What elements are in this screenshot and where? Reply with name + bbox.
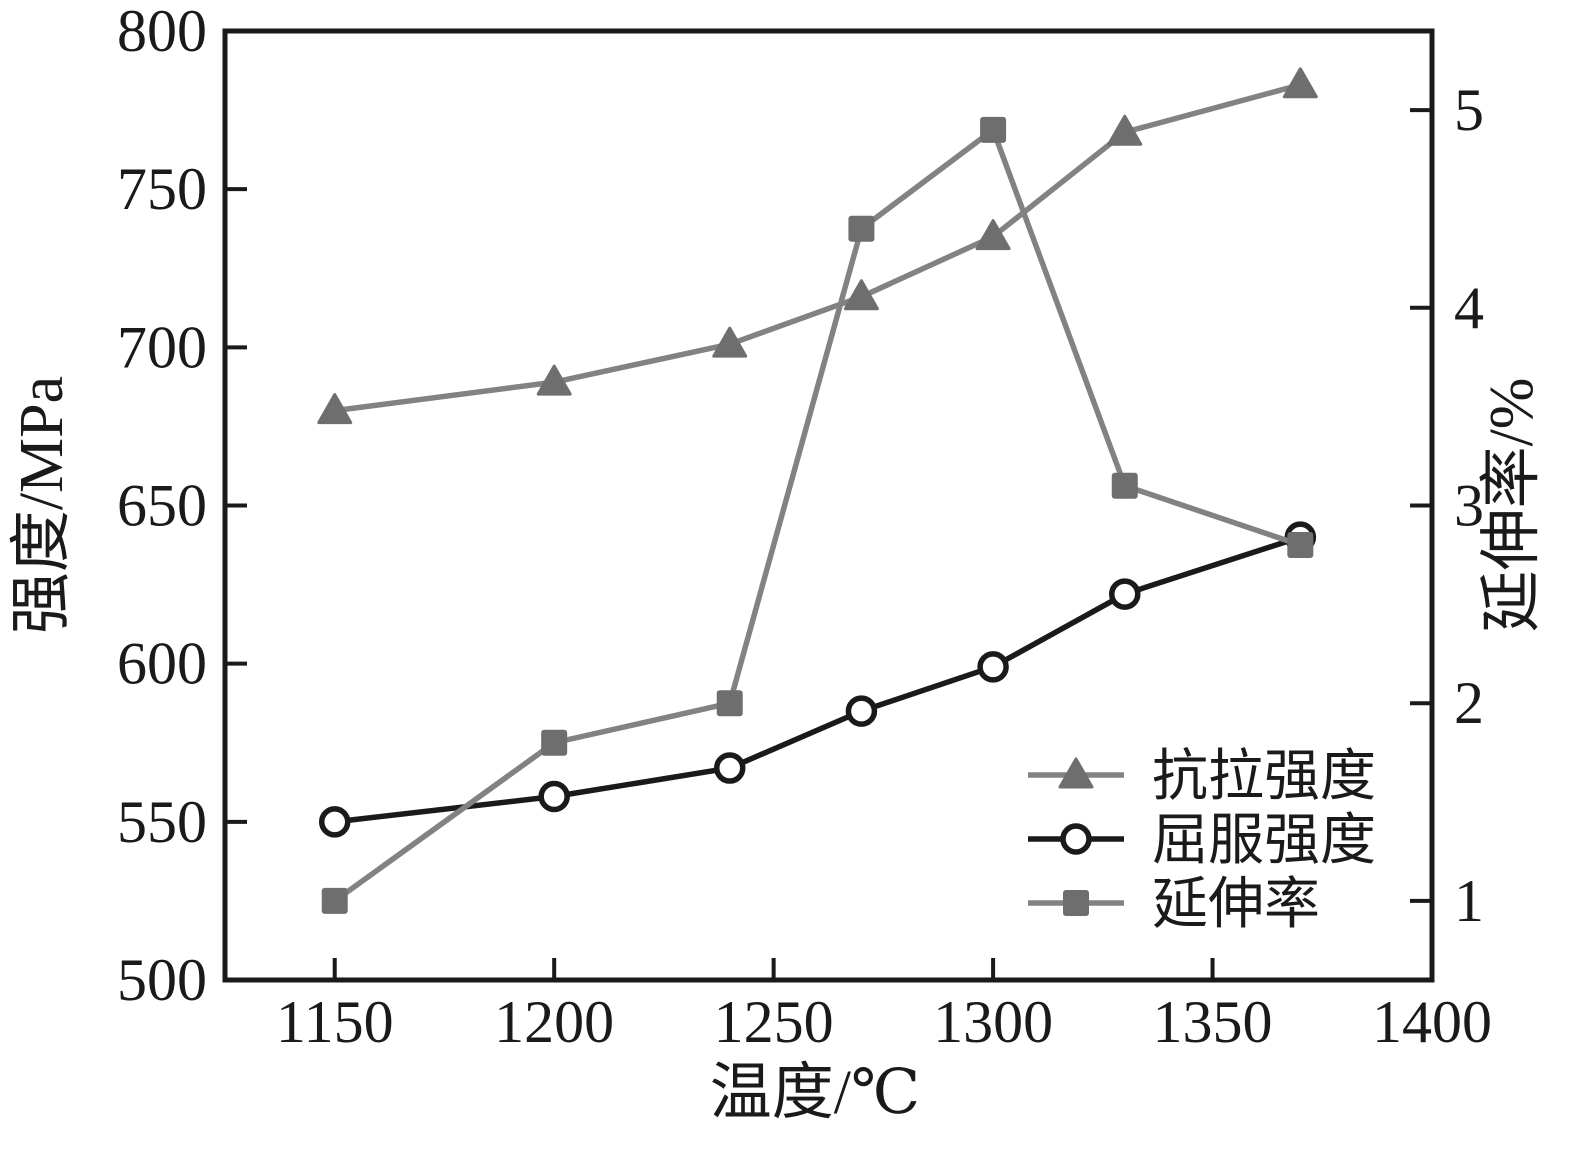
legend-label: 抗拉强度 [1152, 746, 1376, 808]
axis-ticks-group [225, 29, 1434, 982]
legend-label: 延伸率 [1152, 874, 1320, 936]
circle-marker [318, 806, 351, 838]
y-left-tick-label: 750 [117, 156, 207, 222]
circle-marker [1109, 578, 1141, 610]
x-tick-label: 1250 [714, 989, 834, 1055]
square-marker [321, 887, 348, 914]
circle-marker [538, 780, 570, 813]
legend-item: 抗拉强度 [1028, 746, 1376, 808]
legend-item: 屈服强度 [1028, 810, 1376, 872]
circle-marker [845, 695, 878, 727]
y-right-tick-label: 1 [1454, 868, 1484, 934]
x-axis-title: 温度/℃ [710, 1059, 921, 1127]
x-tick-label: 1150 [276, 989, 394, 1055]
triangle-marker [1058, 757, 1094, 789]
x-tick-label: 1200 [494, 989, 614, 1055]
square-marker [848, 215, 875, 242]
triangle-marker [975, 219, 1011, 251]
triangle-marker [536, 364, 572, 396]
y-left-tick-label: 600 [117, 631, 207, 697]
square-marker [716, 690, 743, 717]
y-left-tick-label: 650 [117, 473, 207, 539]
x-tick-label: 1400 [1372, 989, 1492, 1055]
x-tick-label: 1300 [933, 989, 1053, 1055]
legend-label: 屈服强度 [1152, 810, 1376, 872]
circle-marker [977, 651, 1009, 683]
square-marker [980, 116, 1007, 143]
triangle-marker [1282, 67, 1318, 99]
square-marker [1111, 472, 1138, 499]
square-marker [1287, 532, 1314, 559]
circle-marker [1060, 823, 1092, 855]
y-right-tick-label: 3 [1454, 473, 1484, 539]
data-series-group [317, 67, 1318, 914]
y-left-tick-label: 800 [117, 0, 207, 64]
triangle-marker [317, 393, 353, 425]
y-right-tick-label: 4 [1454, 275, 1484, 341]
y-axis-left-title: 强度/MPa [8, 376, 76, 634]
triangle-marker [1107, 114, 1143, 146]
triangle-marker [712, 326, 748, 358]
tick-labels-group: 1150 1200 1250 1300 1350 1400 500 550 600 650 700 7… [117, 0, 1492, 1055]
series-line-triangle [334, 82, 1302, 414]
y-axis-right-title: 延伸率/% [1478, 378, 1546, 633]
y-right-tick-label: 5 [1454, 77, 1484, 143]
y-right-tick-label: 2 [1454, 670, 1484, 736]
triangle-marker [843, 279, 879, 311]
circle-marker [713, 752, 746, 784]
y-left-tick-label: 500 [117, 947, 207, 1013]
y-left-tick-label: 550 [117, 789, 207, 855]
y-left-tick-label: 700 [117, 314, 207, 380]
legend-item: 延伸率 [1028, 874, 1320, 936]
square-marker [1063, 890, 1089, 916]
x-tick-label: 1350 [1153, 989, 1273, 1055]
square-marker [541, 729, 568, 756]
